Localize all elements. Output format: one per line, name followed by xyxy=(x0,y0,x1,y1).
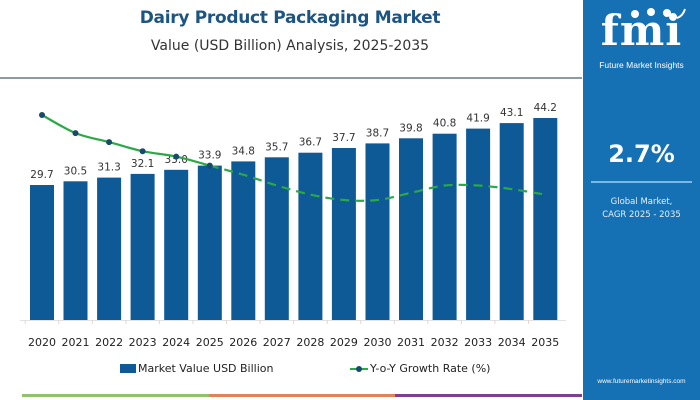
legend-item-market-value[interactable]: Market Value USD Billion xyxy=(120,362,274,375)
year-label-2030: 2030 xyxy=(364,336,392,349)
logo-people-icons xyxy=(631,8,686,19)
year-label-2034: 2034 xyxy=(498,336,526,349)
legend-label-market-value: Market Value USD Billion xyxy=(138,362,274,375)
growth-point-2025[interactable] xyxy=(206,162,213,169)
side-panel: fmi Future Market Insights 2.7% Global M… xyxy=(583,0,700,400)
year-label-2025: 2025 xyxy=(196,336,224,349)
bar-2033[interactable] xyxy=(466,128,491,320)
bar-2027[interactable] xyxy=(264,157,289,320)
bar-value-label-2035: 44.2 xyxy=(534,102,557,114)
logo-subtitle: Future Market Insights xyxy=(599,60,684,70)
year-label-2032: 2032 xyxy=(431,336,459,349)
bar-value-label-2030: 38.7 xyxy=(366,127,389,139)
bar-value-label-2028: 36.7 xyxy=(299,137,322,149)
year-label-2027: 2027 xyxy=(263,336,291,349)
bar-value-label-2027: 35.7 xyxy=(265,141,288,153)
legend: Market Value USD Billion Y-o-Y Growth Ra… xyxy=(0,362,580,380)
growth-point-2020[interactable] xyxy=(39,112,45,118)
color-bar-segment xyxy=(395,394,582,397)
year-label-2035: 2035 xyxy=(531,336,559,349)
bars-group xyxy=(30,118,558,320)
color-bar-segment xyxy=(208,394,396,397)
bar-value-label-2022: 31.3 xyxy=(97,162,120,174)
bar-2020[interactable] xyxy=(30,185,54,320)
bar-2035[interactable] xyxy=(533,118,558,320)
bar-value-label-2029: 37.7 xyxy=(332,132,355,144)
fmi-logo: fmi xyxy=(600,6,683,55)
bar-2034[interactable] xyxy=(499,123,524,320)
cagr-caption-line2: CAGR 2025 - 2035 xyxy=(602,210,681,220)
bar-value-label-2021: 30.5 xyxy=(64,165,87,177)
growth-point-2023[interactable] xyxy=(139,148,146,155)
year-label-2021: 2021 xyxy=(62,336,90,349)
chart-subtitle: Value (USD Billion) Analysis, 2025-2035 xyxy=(150,38,430,54)
year-label-2024: 2024 xyxy=(162,336,190,349)
cagr-caption: Global Market, CAGR 2025 - 2035 xyxy=(583,196,700,222)
color-bar-segment xyxy=(22,394,209,397)
line-marker-swatch-icon xyxy=(350,364,368,374)
bar-2031[interactable] xyxy=(399,138,423,320)
bar-2022[interactable] xyxy=(97,177,122,320)
bar-value-label-2026: 34.8 xyxy=(232,145,255,157)
year-label-2022: 2022 xyxy=(95,336,123,349)
bar-value-label-2020: 29.7 xyxy=(30,169,53,181)
bar-2023[interactable] xyxy=(130,173,155,320)
bar-2029[interactable] xyxy=(331,148,356,320)
bar-2030[interactable] xyxy=(365,143,390,320)
year-label-2031: 2031 xyxy=(397,336,425,349)
bar-2024[interactable] xyxy=(164,169,189,320)
year-label-2020: 2020 xyxy=(28,336,56,349)
growth-line-group xyxy=(39,112,546,202)
bar-labels-group: 29.7 30.5 31.3 32.1 33.0 33.9 34.8 35.7 36.7 37.7… xyxy=(30,102,557,181)
cagr-divider xyxy=(591,181,692,183)
bar-2025[interactable] xyxy=(197,165,222,320)
header-divider xyxy=(0,77,582,79)
x-ticks-group xyxy=(20,320,566,324)
website-link[interactable]: www.futuremarketinsights.com xyxy=(597,378,686,385)
bar-value-label-2023: 32.1 xyxy=(131,158,154,170)
year-label-2023: 2023 xyxy=(129,336,157,349)
year-label-2033: 2033 xyxy=(464,336,492,349)
year-label-2029: 2029 xyxy=(330,336,358,349)
bar-2026[interactable] xyxy=(231,161,256,320)
bar-swatch-icon xyxy=(120,364,136,373)
chart-plot: 29.7 30.5 31.3 32.1 33.0 33.9 34.8 35.7 36.7 37.7… xyxy=(20,102,566,349)
growth-point-2022[interactable] xyxy=(106,139,113,146)
growth-point-2024[interactable] xyxy=(173,153,180,160)
bar-value-label-2024: 33.0 xyxy=(165,154,188,166)
bar-value-label-2034: 43.1 xyxy=(500,107,523,119)
bar-value-label-2033: 41.9 xyxy=(466,113,489,125)
bar-value-label-2025: 33.9 xyxy=(198,150,221,162)
legend-label-growth-rate: Y-o-Y Growth Rate (%) xyxy=(370,362,491,375)
year-label-2028: 2028 xyxy=(296,336,324,349)
bar-2032[interactable] xyxy=(432,133,457,320)
year-labels-group: 2020 2021 2022 2023 2024 2025 2026 2027 2028 2029… xyxy=(28,336,559,349)
legend-item-growth-rate[interactable]: Y-o-Y Growth Rate (%) xyxy=(350,362,490,375)
year-label-2026: 2026 xyxy=(229,336,257,349)
growth-line-forecast xyxy=(209,164,546,202)
bar-value-label-2031: 39.8 xyxy=(399,122,422,134)
cagr-caption-line1: Global Market, xyxy=(610,197,673,207)
cagr-value: 2.7% xyxy=(608,140,675,168)
bar-2021[interactable] xyxy=(63,181,88,320)
growth-point-2021[interactable] xyxy=(72,130,79,137)
bar-2028[interactable] xyxy=(298,152,323,320)
chart-title: Dairy Product Packaging Market xyxy=(139,8,441,28)
bar-value-label-2032: 40.8 xyxy=(433,118,456,130)
growth-line-historical xyxy=(41,114,211,167)
